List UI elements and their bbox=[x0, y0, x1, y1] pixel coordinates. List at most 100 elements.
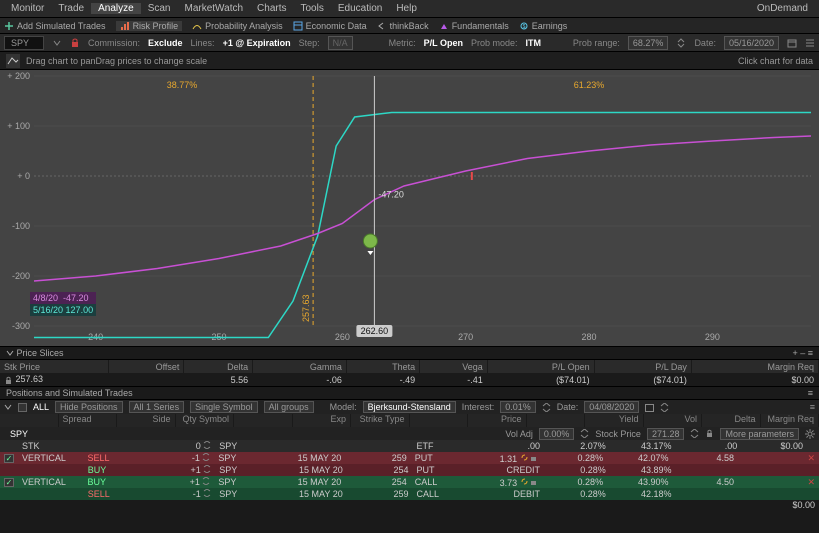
lock-icon[interactable] bbox=[705, 429, 714, 438]
menu-education[interactable]: Education bbox=[331, 3, 389, 14]
tb-risk-profile[interactable]: Risk Profile bbox=[116, 21, 183, 31]
filter-all-button[interactable]: ALL bbox=[33, 402, 49, 412]
interest-input[interactable]: 0.01% bbox=[500, 401, 536, 413]
row-strike[interactable]: 259 bbox=[345, 453, 410, 463]
ps-col-0[interactable]: Stk Price bbox=[0, 360, 109, 373]
link-icon[interactable] bbox=[520, 453, 529, 462]
ps-col-6[interactable]: P/L Open bbox=[487, 360, 594, 373]
row-checkbox[interactable]: ✓ bbox=[4, 454, 14, 463]
gear-icon[interactable] bbox=[805, 429, 815, 439]
link-icon[interactable] bbox=[520, 477, 529, 486]
price-slices-header[interactable]: Price Slices + – ≡ bbox=[0, 346, 819, 360]
tb-thinkback[interactable]: thinkBack bbox=[377, 21, 429, 31]
poscol-2[interactable]: Side bbox=[117, 414, 176, 427]
row-exp[interactable]: 15 MAY 20 bbox=[281, 465, 347, 475]
tb-econ-data[interactable]: Economic Data bbox=[293, 21, 367, 31]
filter-series-dropdown[interactable]: All 1 Series bbox=[129, 401, 185, 413]
lock-red-icon[interactable] bbox=[70, 38, 80, 48]
poscol-6[interactable]: Strike Type bbox=[351, 414, 410, 427]
row-qty[interactable]: +1 bbox=[149, 477, 214, 487]
poscol-8[interactable]: Price bbox=[468, 414, 527, 427]
ps-col-7[interactable]: P/L Day bbox=[594, 360, 691, 373]
chevron-down-icon[interactable] bbox=[52, 38, 62, 48]
position-row-3[interactable]: ✓VERTICALBUY+1 SPY15 MAY 20254CALL3.73 0… bbox=[0, 476, 819, 488]
row-exp[interactable]: 15 MAY 20 bbox=[280, 477, 345, 487]
menu-tools[interactable]: Tools bbox=[293, 3, 330, 14]
ps-col-2[interactable]: Delta bbox=[184, 360, 253, 373]
close-row-button[interactable]: ✕ bbox=[803, 477, 819, 488]
ps-col-8[interactable]: Margin Req bbox=[691, 360, 818, 373]
tb-earnings[interactable]: $Earnings bbox=[519, 21, 568, 31]
calendar-icon[interactable] bbox=[645, 403, 654, 412]
menu-scan[interactable]: Scan bbox=[141, 3, 178, 14]
menu-trade[interactable]: Trade bbox=[51, 3, 91, 14]
filter-date-input[interactable]: 04/08/2020 bbox=[584, 401, 639, 413]
risk-profile-chart[interactable]: -300-200-100+ 0+ 100+ 200240250260270280… bbox=[0, 70, 819, 346]
add-slice-button[interactable]: + – ≡ bbox=[792, 348, 813, 358]
stepper-icon[interactable] bbox=[676, 38, 686, 48]
positions-header[interactable]: Positions and Simulated Trades ≡ bbox=[0, 386, 819, 400]
row-price[interactable]: DEBIT bbox=[478, 489, 544, 499]
row-price[interactable]: 3.73 bbox=[476, 477, 541, 488]
position-row-0[interactable]: STK0 SPYETF.00 2.07%43.17%.00$0.00 bbox=[0, 440, 819, 452]
poscol-3[interactable]: Qty Symbol bbox=[176, 414, 235, 427]
pos-symbol[interactable]: SPY bbox=[10, 429, 40, 439]
chevron-down-icon[interactable] bbox=[4, 403, 12, 411]
row-price[interactable]: 1.31 bbox=[476, 453, 541, 464]
poscol-11[interactable]: Vol bbox=[644, 414, 703, 427]
symbol-input[interactable]: SPY bbox=[4, 36, 44, 50]
poscol-5[interactable]: Exp bbox=[293, 414, 352, 427]
lines-dropdown[interactable]: +1 @ Expiration bbox=[223, 38, 291, 48]
positions-menu-icon[interactable]: ≡ bbox=[808, 388, 813, 398]
row-qty[interactable]: +1 bbox=[150, 465, 216, 475]
stockprice-input[interactable]: 271.28 bbox=[647, 428, 685, 440]
close-row-button[interactable]: ✕ bbox=[803, 453, 819, 464]
poscol-13[interactable]: Margin Req bbox=[761, 414, 819, 427]
lock-icon[interactable] bbox=[529, 453, 538, 462]
row-strike[interactable]: 254 bbox=[347, 465, 413, 475]
position-row-2[interactable]: BUY+1 SPY15 MAY 20254PUTCREDIT 0.28%43.8… bbox=[0, 464, 819, 476]
ps-col-5[interactable]: Vega bbox=[420, 360, 488, 373]
calendar-icon[interactable] bbox=[787, 38, 797, 48]
poscol-0[interactable] bbox=[0, 414, 59, 427]
stepper-icon[interactable] bbox=[690, 429, 699, 438]
stepper-icon[interactable] bbox=[580, 429, 589, 438]
step-dropdown[interactable]: N/A bbox=[328, 36, 353, 50]
tb-fundamentals[interactable]: Fundamentals bbox=[439, 21, 509, 31]
stepper-icon[interactable] bbox=[542, 403, 551, 412]
chart-toggle-icon[interactable] bbox=[6, 54, 20, 68]
row-qty[interactable]: -1 bbox=[150, 489, 216, 499]
tb-add-sim-trades[interactable]: Add Simulated Trades bbox=[4, 21, 106, 31]
lock-icon[interactable] bbox=[529, 477, 538, 486]
filter-groups-dropdown[interactable]: All groups bbox=[264, 401, 314, 413]
row-exp[interactable]: 15 MAY 20 bbox=[281, 489, 347, 499]
poscol-1[interactable]: Spread bbox=[59, 414, 118, 427]
metric-dropdown[interactable]: P/L Open bbox=[424, 38, 463, 48]
ondemand-button[interactable]: OnDemand bbox=[746, 3, 815, 14]
menu-marketwatch[interactable]: MarketWatch bbox=[178, 3, 251, 14]
date-input[interactable]: 05/16/2020 bbox=[724, 36, 779, 50]
select-all-checkbox[interactable] bbox=[18, 403, 27, 412]
menu-charts[interactable]: Charts bbox=[250, 3, 293, 14]
menu-analyze[interactable]: Analyze bbox=[91, 3, 141, 14]
stepper-icon[interactable] bbox=[660, 403, 669, 412]
position-row-1[interactable]: ✓VERTICALSELL-1 SPY15 MAY 20259PUT1.31 0… bbox=[0, 452, 819, 464]
ps-col-3[interactable]: Gamma bbox=[253, 360, 347, 373]
row-checkbox[interactable]: ✓ bbox=[4, 478, 14, 487]
more-params-dropdown[interactable]: More parameters bbox=[720, 428, 799, 440]
probmode-dropdown[interactable]: ITM bbox=[526, 38, 542, 48]
commission-dropdown[interactable]: Exclude bbox=[148, 38, 183, 48]
menu-monitor[interactable]: Monitor bbox=[4, 3, 51, 14]
poscol-9[interactable] bbox=[527, 414, 586, 427]
row-qty[interactable]: -1 bbox=[149, 453, 214, 463]
menu-help[interactable]: Help bbox=[389, 3, 424, 14]
list-icon[interactable] bbox=[805, 38, 815, 48]
row-exp[interactable]: 15 MAY 20 bbox=[280, 453, 345, 463]
position-row-4[interactable]: SELL-1 SPY15 MAY 20259CALLDEBIT 0.28%42.… bbox=[0, 488, 819, 500]
row-qty[interactable]: 0 bbox=[150, 441, 216, 451]
poscol-7[interactable] bbox=[410, 414, 469, 427]
poscol-10[interactable]: Yield bbox=[585, 414, 644, 427]
poscol-12[interactable]: Delta bbox=[702, 414, 761, 427]
tb-prob-analysis[interactable]: Probability Analysis bbox=[192, 21, 283, 31]
row-strike[interactable]: 254 bbox=[345, 477, 410, 487]
